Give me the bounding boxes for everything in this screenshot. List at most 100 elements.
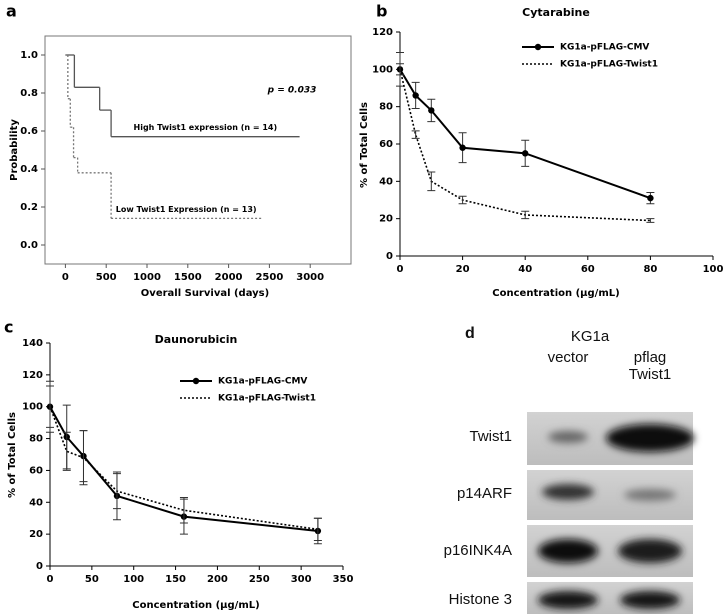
x-tick-label: 0 <box>62 272 69 283</box>
y-tick-label: 0.4 <box>20 164 38 175</box>
blot-title: KG1a <box>570 328 610 345</box>
band <box>538 539 598 563</box>
x-tick-label: 150 <box>165 574 186 585</box>
error-bar <box>396 63 404 76</box>
y-tick-label: 100 <box>372 64 393 75</box>
y-tick-label: 40 <box>379 176 393 187</box>
band <box>542 484 594 500</box>
column-header: vector <box>547 349 589 366</box>
x-tick-label: 2500 <box>255 272 283 283</box>
error-bar <box>411 130 420 139</box>
panel-label: b <box>376 2 387 21</box>
panel: a Overall Survival (days) Probability 0.0 0.… <box>6 2 352 299</box>
x-tick-label: 0 <box>397 264 404 275</box>
series-line <box>399 68 651 200</box>
x-tick-label: 60 <box>581 264 595 275</box>
column-header: pflag Twist1 <box>628 349 672 383</box>
error-bar <box>646 218 655 223</box>
row-label: p14ARF <box>456 485 512 502</box>
error-bar <box>62 431 71 471</box>
row-label: Histone 3 <box>448 591 512 608</box>
band <box>538 591 598 609</box>
series-label: Low Twist1 Expression (n = 13) <box>116 205 257 214</box>
marker <box>459 144 466 151</box>
x-axis-label: Concentration (µg/mL) <box>132 600 259 611</box>
x-tick-label: 250 <box>249 574 270 585</box>
y-tick-label: 0.2 <box>20 202 38 213</box>
panel-label: d <box>465 325 475 342</box>
y-tick-label: 0.0 <box>20 240 38 251</box>
band <box>620 591 680 609</box>
bands <box>538 424 694 609</box>
y-tick-label: 80 <box>379 102 393 113</box>
panel-label: a <box>6 2 17 21</box>
y-tick-label: 0.6 <box>20 126 38 137</box>
band <box>606 424 694 452</box>
chart-title: Daunorubicin <box>155 333 238 346</box>
x-tick-label: 2000 <box>215 272 243 283</box>
x-tick-label: 1500 <box>174 272 202 283</box>
band <box>618 539 682 563</box>
error-bar <box>79 430 88 486</box>
y-tick-label: 120 <box>22 370 43 381</box>
y-tick-label: 20 <box>379 214 393 225</box>
chart-title: Cytarabine <box>522 6 590 19</box>
legend-marker <box>192 377 200 385</box>
x-tick-label: 40 <box>518 264 532 275</box>
y-tick-label: 120 <box>372 27 393 38</box>
y-tick-label: 20 <box>29 529 43 540</box>
y-tick-label: 40 <box>29 497 43 508</box>
y-tick-label: 60 <box>29 465 43 476</box>
panel: b Cytarabine Concentration (µg/mL) % of Tot… <box>359 2 723 300</box>
x-tick-label: 1000 <box>133 272 161 283</box>
x-axis-label: Concentration (µg/mL) <box>492 288 619 299</box>
error-bar <box>313 517 322 542</box>
y-tick-label: 80 <box>29 434 43 445</box>
legend-label: KG1a-pFLAG-Twist1 <box>218 394 316 404</box>
x-tick-label: 500 <box>96 272 117 283</box>
marker <box>522 150 529 157</box>
band <box>548 431 588 443</box>
panel: c Daunorubicin Concentration (µg/mL) % of T… <box>4 318 353 612</box>
x-tick-label: 100 <box>703 264 724 275</box>
x-tick-label: 50 <box>85 574 99 585</box>
marker <box>428 107 435 114</box>
y-axis-label: % of Total Cells <box>359 102 370 188</box>
y-tick-label: 0 <box>36 561 43 572</box>
error-bar <box>521 210 530 220</box>
x-tick-label: 0 <box>47 574 54 585</box>
blot-membranes <box>527 412 694 614</box>
x-axis-label: Overall Survival (days) <box>141 288 269 299</box>
x-tick-label: 80 <box>643 264 657 275</box>
y-tick-label: 1.0 <box>20 50 38 61</box>
legend-label: KG1a-pFLAG-CMV <box>560 43 649 53</box>
y-tick-label: 140 <box>22 338 43 349</box>
y-axis-label: % of Total Cells <box>7 412 18 498</box>
legend-label: KG1a-pFLAG-CMV <box>218 377 307 387</box>
x-tick-label: 350 <box>333 574 354 585</box>
y-tick-label: 0.8 <box>20 88 38 99</box>
legend-label: KG1a-pFLAG-Twist1 <box>560 60 658 70</box>
panel-label: c <box>4 318 13 337</box>
legend-marker <box>534 43 542 51</box>
marker <box>412 92 419 99</box>
y-axis-label: Probability <box>9 119 20 181</box>
row-label: Twist1 <box>469 428 512 445</box>
x-tick-label: 300 <box>291 574 312 585</box>
plot-frame <box>44 35 352 265</box>
x-tick-label: 20 <box>456 264 470 275</box>
annotation: p = 0.033 <box>267 86 317 96</box>
marker <box>647 194 654 202</box>
error-bar <box>458 195 467 205</box>
series-label: High Twist1 expression (n = 14) <box>134 123 278 132</box>
y-tick-label: 60 <box>379 139 393 150</box>
error-bar <box>179 497 188 524</box>
y-tick-label: 100 <box>22 402 43 413</box>
error-bar <box>427 171 436 192</box>
x-tick-label: 3000 <box>296 272 324 283</box>
error-bar <box>46 380 54 433</box>
band <box>624 489 676 501</box>
error-bar <box>112 473 121 510</box>
